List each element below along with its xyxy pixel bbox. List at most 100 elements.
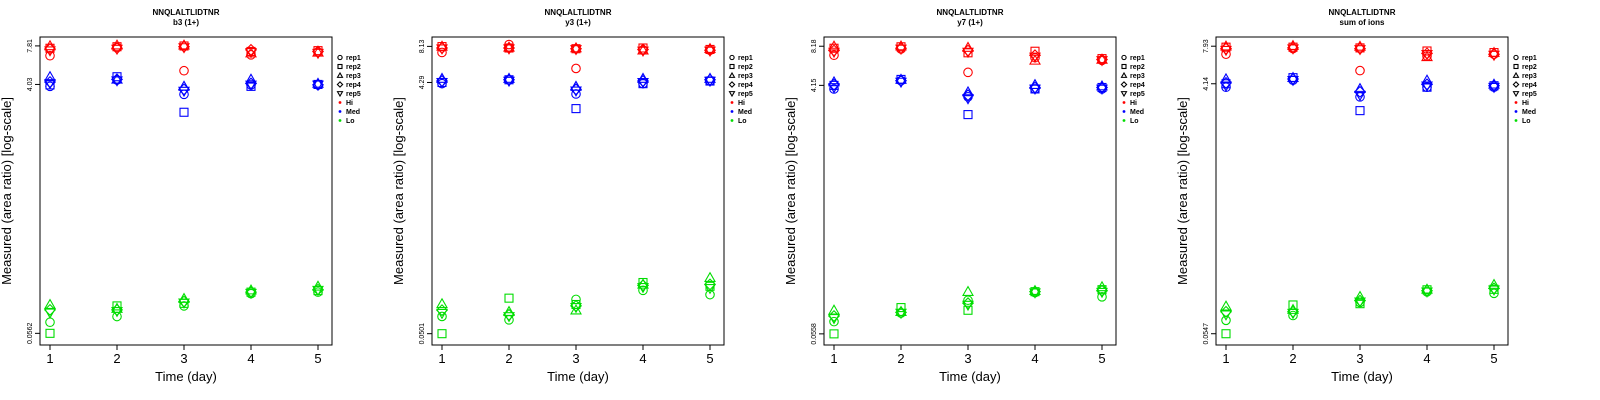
data-point-hi-rep5 xyxy=(312,48,324,60)
legend-label: rep3 xyxy=(738,73,753,80)
data-point-med-rep3 xyxy=(1220,72,1232,84)
data-point-hi-rep1 xyxy=(829,50,839,61)
data-point-lo-rep5 xyxy=(503,312,515,323)
legend-symbol-rep4 xyxy=(1512,81,1520,88)
legend-dot-hi xyxy=(1514,101,1518,104)
chart-subtitle: sum of ions xyxy=(1340,18,1385,27)
legend-label: rep4 xyxy=(1522,82,1537,89)
legend-symbol-rep2 xyxy=(729,63,735,70)
data-point-hi-rep5 xyxy=(828,47,840,59)
data-point-hi-rep2 xyxy=(571,44,581,54)
data-point-med-rep5 xyxy=(1488,82,1500,94)
legend-dot-med xyxy=(730,110,734,113)
legend-symbol-rep4 xyxy=(1120,81,1128,88)
chart-subtitle: b3 (1+) xyxy=(173,18,199,27)
data-point-med-rep5 xyxy=(1354,90,1366,102)
legend-symbol-rep5 xyxy=(1512,91,1520,98)
legend-symbol-rep2 xyxy=(337,63,343,70)
legend-label: rep2 xyxy=(1130,64,1145,71)
data-point-lo-rep5 xyxy=(1488,285,1500,296)
legend-label: rep5 xyxy=(1130,91,1145,98)
chart-title: NNQLALTLIDTNR xyxy=(937,8,1004,17)
chart-title: NNQLALTLIDTNR xyxy=(1329,8,1396,17)
data-point-lo-rep1 xyxy=(963,295,973,306)
data-point-med-rep4 xyxy=(827,78,841,91)
data-point-med-rep2 xyxy=(571,104,581,114)
data-point-med-rep3 xyxy=(245,73,257,84)
data-point-hi-rep2 xyxy=(504,43,514,53)
data-point-hi-rep1 xyxy=(437,47,447,58)
legend-label: rep5 xyxy=(346,91,361,98)
data-point-lo-rep2 xyxy=(45,328,55,338)
legend-label: Med xyxy=(1130,109,1144,116)
y-tick-label: 4.15 xyxy=(811,78,818,92)
data-point-lo-rep3 xyxy=(570,304,582,315)
legend-symbol-rep1 xyxy=(1121,54,1127,61)
data-point-med-rep3 xyxy=(178,80,190,91)
legend-label: Med xyxy=(1522,109,1536,116)
legend-label: Lo xyxy=(1130,118,1139,125)
legend-symbol-rep1 xyxy=(1513,54,1519,61)
legend-label: Hi xyxy=(346,100,353,107)
x-tick-label: 5 xyxy=(706,351,713,366)
legend-dot-lo xyxy=(730,119,734,122)
data-point-lo-rep2 xyxy=(896,303,906,313)
data-point-med-rep5 xyxy=(637,78,649,89)
x-tick-label: 1 xyxy=(46,351,53,366)
legend-label: rep1 xyxy=(346,55,361,62)
data-point-med-rep5 xyxy=(245,80,257,91)
legend-symbol-rep2 xyxy=(1513,63,1519,70)
data-point-lo-rep5 xyxy=(44,308,56,319)
data-point-lo-rep5 xyxy=(312,285,324,297)
x-tick-label: 4 xyxy=(1423,351,1430,366)
data-point-hi-rep5 xyxy=(1096,56,1108,67)
legend-label: rep3 xyxy=(1130,73,1145,80)
legend-symbol-rep3 xyxy=(728,71,736,78)
data-point-lo-rep3 xyxy=(503,305,515,316)
legend-dot-hi xyxy=(1122,101,1126,104)
legend-symbol-rep1 xyxy=(729,54,735,61)
y-axis-label: Measured (area ratio) [log-scale] xyxy=(1175,97,1190,285)
legend-label: rep4 xyxy=(346,82,361,89)
y-tick-label: 0.0547 xyxy=(1203,323,1210,345)
legend-dot-lo xyxy=(1514,119,1518,122)
data-point-hi-rep3 xyxy=(44,39,56,51)
legend-label: rep3 xyxy=(1522,73,1537,80)
data-point-med-rep5 xyxy=(436,78,448,89)
data-point-lo-rep1 xyxy=(437,311,447,322)
data-point-lo-rep3 xyxy=(704,271,716,283)
data-point-lo-rep3 xyxy=(178,292,190,303)
data-point-hi-rep1 xyxy=(179,65,189,76)
legend-label: rep2 xyxy=(346,64,361,71)
data-point-med-rep2 xyxy=(1355,106,1365,116)
legend-symbol-rep5 xyxy=(1120,91,1128,98)
data-point-med-rep3 xyxy=(503,72,515,83)
data-point-med-rep5 xyxy=(1220,81,1232,92)
data-point-lo-rep5 xyxy=(570,302,582,314)
data-point-lo-rep1 xyxy=(1221,315,1231,326)
data-point-hi-rep3 xyxy=(1029,54,1041,65)
data-point-lo-rep3 xyxy=(1096,280,1108,292)
data-point-med-rep3 xyxy=(962,85,974,97)
data-point-lo-rep3 xyxy=(962,285,974,296)
data-point-lo-rep3 xyxy=(1488,278,1500,289)
data-point-lo-rep1 xyxy=(1288,310,1298,321)
y-tick-label: 4.29 xyxy=(419,76,426,90)
data-point-hi-rep5 xyxy=(1421,49,1433,61)
data-point-hi-rep3 xyxy=(828,40,840,51)
data-point-lo-rep3 xyxy=(895,305,907,316)
data-point-med-rep2 xyxy=(179,107,189,117)
y-tick-label: 0.0562 xyxy=(27,323,34,345)
data-point-med-rep5 xyxy=(1096,84,1108,96)
data-point-lo-rep2 xyxy=(112,301,122,311)
chart-subtitle: y7 (1+) xyxy=(957,18,983,27)
x-tick-label: 2 xyxy=(897,351,904,366)
x-tick-label: 5 xyxy=(314,351,321,366)
data-point-hi-rep5 xyxy=(1488,50,1500,62)
y-axis-label: Measured (area ratio) [log-scale] xyxy=(0,97,14,285)
data-point-hi-rep3 xyxy=(503,41,515,52)
plot-frame xyxy=(431,36,725,346)
data-point-lo-rep5 xyxy=(704,283,716,295)
